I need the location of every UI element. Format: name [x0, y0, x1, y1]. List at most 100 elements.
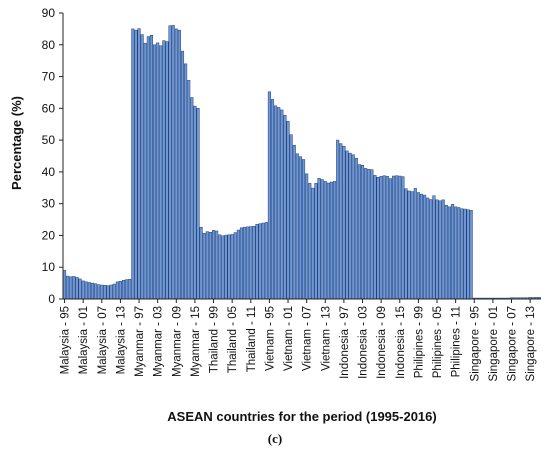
bar: [168, 25, 172, 300]
bar: [187, 80, 191, 300]
x-tick-label: Malaysia - 95: [60, 306, 72, 374]
bar: [205, 231, 209, 300]
x-tick-label: Malaysia - 07: [97, 306, 109, 374]
bar: [180, 50, 185, 300]
bar: [75, 277, 79, 300]
figure-caption: (c): [267, 431, 283, 446]
bar: [398, 175, 402, 300]
bar: [112, 283, 116, 300]
x-axis-title: ASEAN countries for the period (1995-201…: [167, 409, 436, 424]
y-tick-label: 60: [42, 101, 56, 115]
bar: [404, 188, 408, 300]
x-tick-label: Thailand - 05: [227, 306, 239, 373]
bar: [336, 139, 340, 300]
bar: [298, 156, 302, 300]
bar: [246, 226, 250, 300]
bar: [320, 179, 324, 300]
bar: [227, 234, 231, 300]
bar: [165, 41, 169, 300]
bar: [326, 182, 330, 300]
bar: [134, 29, 138, 300]
bar: [109, 284, 113, 300]
bar: [131, 28, 135, 300]
bar: [146, 36, 150, 300]
bar: [360, 164, 365, 300]
bar: [87, 282, 91, 300]
bar: [72, 276, 76, 300]
bar: [463, 208, 467, 300]
bar: [239, 227, 244, 300]
x-tick-label: Myanmar - 09: [171, 306, 183, 377]
bar: [460, 208, 464, 300]
x-tick-label: Indonesia - 97: [339, 306, 351, 379]
bars-layer: [63, 25, 542, 300]
bar: [329, 181, 334, 300]
bar: [367, 169, 371, 300]
y-tick-label: 10: [42, 260, 56, 274]
x-tick-label: Vietnam - 01: [283, 306, 295, 371]
bar: [140, 34, 144, 300]
bar: [305, 173, 309, 300]
bar: [466, 209, 470, 300]
bar: [137, 28, 141, 300]
x-tick-label: Indonesia - 03: [358, 306, 370, 379]
bar: [454, 206, 458, 300]
y-tick-label: 40: [42, 165, 56, 179]
x-tick-label: Singapore - 13: [525, 306, 537, 381]
bar: [274, 105, 278, 300]
x-tick-label: Myanmar - 97: [134, 306, 146, 377]
bar: [401, 176, 405, 300]
bar: [438, 200, 442, 300]
bar: [382, 175, 386, 300]
y-axis-title: Percentage (%): [9, 96, 24, 190]
bar: [426, 197, 430, 300]
x-tick-label: Vietnam - 07: [302, 306, 314, 371]
bar: [351, 154, 355, 300]
bar: [395, 175, 399, 300]
bar: [153, 44, 157, 300]
bar: [311, 187, 315, 300]
bar: [267, 91, 271, 300]
bar: [314, 183, 318, 300]
bar: [156, 42, 160, 300]
y-tick-label: 80: [42, 38, 56, 52]
bar: [118, 280, 122, 300]
x-tick-label: Indonesia - 09: [376, 306, 388, 379]
bar: [342, 145, 346, 300]
x-tick-label: Malaysia - 13: [115, 306, 127, 374]
bar: [196, 108, 200, 300]
x-tick-label: Myanmar - 15: [190, 306, 202, 377]
bar: [308, 183, 312, 300]
bar: [407, 190, 411, 300]
bar: [115, 281, 119, 300]
bar: [345, 150, 349, 300]
bar: [90, 282, 95, 300]
x-tick-label: Vietnam - 13: [320, 306, 332, 371]
bar: [69, 276, 73, 300]
bar: [376, 177, 380, 300]
bar: [277, 107, 281, 300]
bar: [184, 63, 188, 300]
bar: [252, 225, 256, 300]
bar: [370, 169, 374, 300]
bar: [447, 206, 451, 300]
bar: [261, 222, 265, 300]
bar: [435, 199, 439, 300]
bar: [100, 284, 104, 300]
bar: [243, 226, 247, 300]
bar: [193, 105, 197, 300]
bar: [286, 121, 290, 300]
bar: [333, 181, 337, 300]
y-tick-label: 0: [48, 292, 55, 306]
bar: [388, 178, 393, 300]
bar: [373, 175, 377, 300]
x-tick-label: Singapore - 95: [469, 306, 481, 381]
bar: [236, 229, 240, 300]
bar: [385, 176, 389, 300]
bar: [215, 230, 219, 300]
bar: [218, 234, 222, 300]
bar: [289, 134, 293, 300]
x-tick-label: Philipines - 99: [413, 306, 425, 378]
bar: [190, 97, 194, 300]
